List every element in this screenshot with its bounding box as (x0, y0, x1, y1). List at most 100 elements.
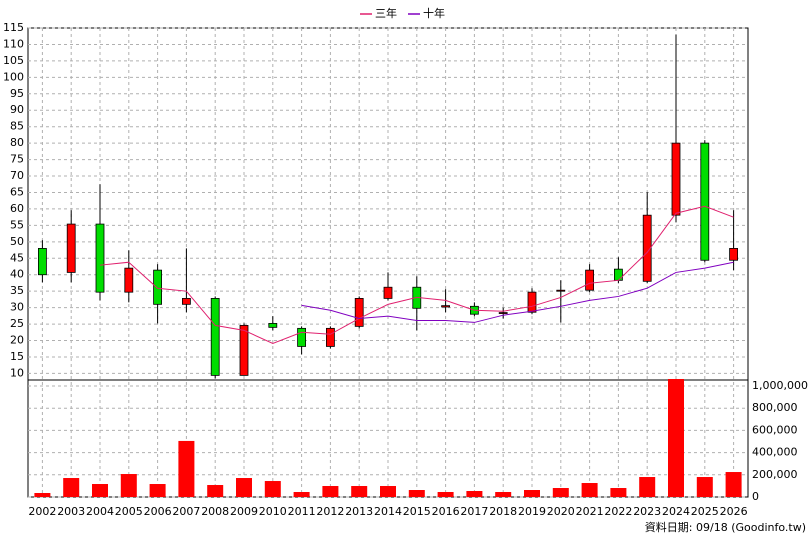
volume-bar (149, 484, 166, 497)
candle-body (268, 323, 278, 328)
x-tick-label: 2020 (547, 505, 575, 518)
candle-body (441, 305, 451, 308)
candle-body (383, 286, 393, 299)
y-tick-label: 10 (10, 366, 24, 379)
candle-body (585, 269, 594, 291)
candle-body (498, 312, 508, 314)
y-tick-label: 110 (3, 37, 24, 50)
candle-body (354, 298, 364, 327)
x-tick-label: 2016 (432, 505, 460, 518)
y-tick-label: 55 (10, 218, 24, 231)
x-tick-label: 2011 (288, 505, 316, 518)
y2-tick-label: 1,000,000 (752, 379, 808, 392)
y-tick-label: 100 (3, 70, 24, 83)
x-tick-label: 2013 (345, 505, 373, 518)
volume-bar (207, 485, 224, 497)
candle-body (210, 298, 220, 376)
x-tick-label: 2024 (662, 505, 690, 518)
volume-bar (581, 483, 598, 497)
x-tick-label: 2026 (720, 505, 748, 518)
candle-body (95, 223, 105, 293)
ma-line (99, 205, 734, 345)
y-tick-label: 90 (10, 103, 24, 116)
volume-bar (351, 486, 368, 497)
volume-bar (236, 478, 252, 497)
y-tick-label: 40 (10, 268, 24, 281)
x-tick-label: 2003 (57, 505, 85, 518)
candle-body (38, 248, 47, 276)
candle-body (181, 298, 191, 305)
volume-bar (408, 490, 425, 497)
candle-body (153, 269, 163, 305)
volume-bar (293, 492, 310, 497)
volume-bar (264, 481, 281, 497)
volume-bar (92, 484, 108, 497)
y2-tick-label: 200,000 (752, 468, 798, 481)
volume-bar (120, 474, 137, 497)
x-tick-label: 2022 (604, 505, 632, 518)
y-tick-label: 115 (3, 21, 24, 34)
candle-body (671, 142, 681, 216)
y-tick-label: 85 (10, 120, 24, 133)
y-tick-label: 65 (10, 185, 24, 198)
x-tick-label: 2004 (86, 505, 114, 518)
y-tick-label: 105 (3, 54, 24, 67)
volume-bar (466, 491, 483, 497)
y-tick-label: 60 (10, 202, 24, 215)
y-tick-label: 20 (10, 334, 24, 347)
y2-tick-label: 800,000 (752, 401, 798, 414)
x-tick-label: 2007 (172, 505, 200, 518)
x-tick-label: 2017 (460, 505, 488, 518)
x-tick-label: 2005 (115, 505, 143, 518)
volume-bar (380, 486, 396, 497)
x-tick-label: 2002 (28, 505, 56, 518)
volume-bar (178, 440, 195, 497)
candle-body (66, 223, 76, 273)
y-tick-label: 95 (10, 87, 24, 100)
volume-bar (668, 379, 684, 497)
volume-bar (322, 486, 339, 497)
x-tick-label: 2010 (259, 505, 287, 518)
candle-body (642, 214, 652, 282)
volume-bar (495, 492, 512, 497)
candle-body (325, 327, 335, 347)
legend-label: 三年 (375, 6, 397, 20)
candle-body (239, 324, 249, 376)
volume-bar (63, 478, 80, 497)
x-tick-label: 2009 (230, 505, 258, 518)
candle-body (527, 291, 537, 313)
volume-bar (34, 493, 51, 497)
y2-tick-label: 600,000 (752, 423, 798, 436)
volume-bar (437, 492, 454, 497)
y2-tick-label: 0 (752, 490, 759, 503)
y2-tick-label: 400,000 (752, 446, 798, 459)
candle-body (700, 142, 710, 261)
y-tick-label: 50 (10, 235, 24, 248)
volume-bar (696, 477, 713, 497)
candle-body (614, 268, 623, 281)
y-tick-label: 25 (10, 317, 24, 330)
volume-bar (639, 477, 656, 497)
x-tick-label: 2025 (691, 505, 719, 518)
x-tick-label: 2019 (518, 505, 546, 518)
x-tick-label: 2018 (489, 505, 517, 518)
x-tick-label: 2023 (633, 505, 661, 518)
x-tick-label: 2008 (201, 505, 229, 518)
candle-body (124, 267, 134, 293)
y-tick-label: 35 (10, 284, 24, 297)
y-tick-label: 45 (10, 251, 24, 264)
ma-line (301, 261, 734, 323)
y-tick-label: 70 (10, 169, 24, 182)
footer: 資料日期: 09/18 (Goodinfo.tw) (645, 520, 806, 534)
candle-body (729, 248, 738, 261)
volume-bar (725, 472, 742, 497)
y-tick-label: 80 (10, 136, 24, 149)
x-tick-label: 2014 (374, 505, 402, 518)
volume-bar (552, 488, 569, 497)
legend-label: 十年 (423, 6, 445, 20)
candle-body (297, 327, 307, 347)
x-tick-label: 2006 (144, 505, 172, 518)
volume-bar (610, 488, 627, 497)
y-tick-label: 75 (10, 153, 24, 166)
